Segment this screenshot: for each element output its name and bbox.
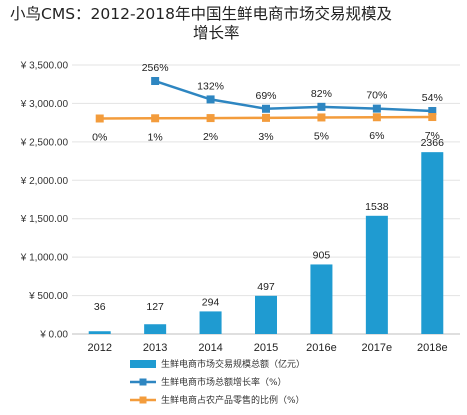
growth-marker: [151, 77, 160, 86]
x-axis-ticks: 2012 2013 2014 2015 2016e 2017e 2018e: [87, 342, 447, 354]
bar: [88, 331, 111, 334]
chart-title: 小鸟CMS：2012-2018年中国生鲜电商市场交易规模及: [10, 5, 392, 23]
bar-value-label: 497: [257, 281, 275, 293]
growth-marker: [206, 95, 215, 104]
y-tick-label: ¥ 3,500.00: [20, 61, 69, 72]
y-tick-label: ¥ 1,500.00: [20, 214, 69, 225]
chart-title-line2: 增长率: [193, 24, 240, 42]
bar-series: 36 127 294 497 905 1538 2366: [88, 137, 445, 334]
growth-marker: [317, 102, 326, 111]
y-tick-label: ¥ 2,000.00: [20, 176, 69, 187]
x-tick-label: 2015: [254, 342, 278, 354]
legend-growth-marker: [139, 378, 147, 386]
legend-share-marker: [139, 396, 147, 404]
y-tick-label: ¥ 0.00: [39, 330, 68, 341]
share-marker: [372, 113, 381, 122]
y-axis-ticks: ¥ 3,500.00 ¥ 3,000.00 ¥ 2,500.00 ¥ 2,000.00…: [20, 61, 69, 341]
share-marker: [262, 113, 270, 122]
share-marker: [95, 114, 104, 123]
legend: 生鲜电商市场交易规模总额（亿元） 生鲜电商市场总额增长率（%） 生鲜电商占农产品零售…: [130, 358, 305, 406]
bar-value-label: 905: [313, 249, 331, 261]
growth-value-label: 70%: [366, 90, 387, 102]
share-marker: [151, 114, 160, 123]
gridlines: [72, 64, 460, 335]
growth-value-label: 82%: [311, 88, 332, 100]
y-tick-label: ¥ 3,000.00: [20, 99, 69, 110]
x-tick-label: 2016e: [306, 342, 337, 354]
share-marker: [428, 113, 437, 122]
share-value-label: 3%: [258, 131, 273, 143]
legend-bar-swatch: [130, 360, 156, 368]
growth-marker: [372, 104, 381, 113]
bar: [144, 324, 167, 334]
legend-label: 生鲜电商占农产品零售的比例（%）: [161, 394, 305, 406]
bar: [421, 152, 444, 334]
y-tick-label: ¥ 500.00: [28, 291, 68, 302]
bar-value-label: 36: [94, 301, 106, 313]
bar-value-label: 294: [202, 296, 220, 308]
share-marker: [206, 114, 215, 123]
x-tick-label: 2018e: [417, 342, 448, 354]
bar-value-label: 1538: [365, 201, 389, 213]
y-tick-label: ¥ 1,000.00: [20, 253, 69, 264]
growth-value-label: 54%: [422, 92, 443, 104]
share-marker: [317, 113, 326, 122]
y-tick-label: ¥ 2,500.00: [20, 137, 69, 148]
growth-value-label: 256%: [142, 62, 169, 74]
bar: [365, 215, 388, 334]
growth-line-series: 256% 132% 69% 82% 70% 54%: [142, 62, 443, 115]
growth-value-label: 132%: [197, 80, 224, 92]
share-line-series: 0% 1% 2% 3% 5% 6% 7%: [92, 113, 440, 144]
bar: [199, 311, 222, 334]
x-tick-label: 2017e: [362, 342, 393, 354]
share-value-label: 6%: [369, 130, 384, 142]
share-value-label: 1%: [148, 131, 163, 143]
x-tick-label: 2012: [87, 342, 111, 354]
legend-label: 生鲜电商市场总额增长率（%）: [161, 376, 287, 388]
growth-marker: [428, 107, 437, 115]
growth-line: [154, 79, 433, 113]
x-tick-label: 2014: [198, 342, 222, 354]
growth-marker: [262, 104, 270, 113]
x-tick-label: 2013: [143, 342, 167, 354]
legend-label: 生鲜电商市场交易规模总额（亿元）: [161, 358, 305, 370]
bar: [310, 264, 333, 334]
share-value-label: 7%: [425, 130, 440, 142]
bar-value-label: 2366: [421, 137, 445, 149]
share-value-label: 2%: [203, 131, 218, 143]
bar: [255, 295, 277, 334]
bar-value-label: 127: [146, 301, 164, 313]
share-value-label: 5%: [314, 130, 329, 142]
share-value-label: 0%: [92, 132, 107, 144]
growth-value-label: 69%: [255, 90, 276, 102]
